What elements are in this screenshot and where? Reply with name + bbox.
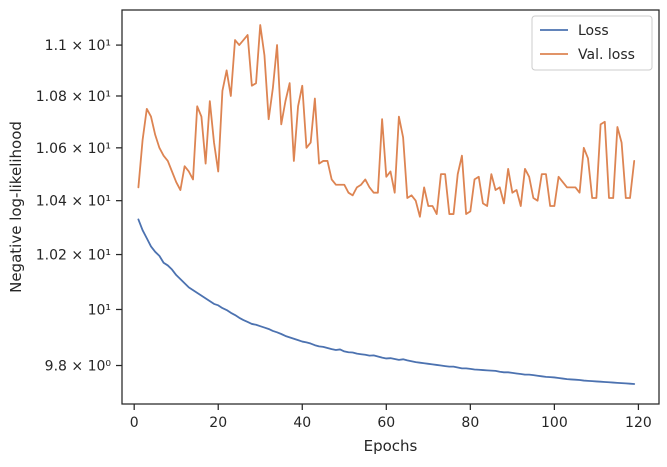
x-tick-label: 120 [625,415,652,431]
y-tick-label: 10¹ [88,302,111,318]
x-tick-label: 60 [377,415,395,431]
legend-label: Val. loss [578,47,635,63]
x-tick-label: 80 [461,415,479,431]
y-tick-label: 9.8 × 10⁰ [45,359,112,375]
x-tick-label: 0 [130,415,139,431]
series-line-loss [137,218,636,385]
y-tick-label: 1.1 × 10¹ [45,38,111,54]
y-tick-label: 1.04 × 10¹ [36,194,111,210]
x-axis-label: Epochs [364,437,418,455]
y-tick-label: 1.08 × 10¹ [36,89,111,105]
y-axis-label: Negative log-likelihood [7,121,25,293]
series-layer [137,24,636,385]
x-axis-ticks: 0 20 40 60 80 100 120 [130,404,652,431]
plot-frame [121,9,660,405]
series-line-val-loss [137,24,636,218]
x-tick-label: 40 [293,415,311,431]
x-tick-label: 20 [209,415,227,431]
y-tick-label: 1.02 × 10¹ [36,248,111,264]
legend-label: Loss [578,23,609,39]
y-axis-ticks: 9.8 × 10⁰ 10¹ 1.02 × 10¹ 1.04 × 10¹ 1.06 × 1… [36,38,122,375]
legend: Loss Val. loss [531,15,653,71]
x-tick-label: 100 [541,415,568,431]
y-tick-label: 1.06 × 10¹ [36,141,111,157]
